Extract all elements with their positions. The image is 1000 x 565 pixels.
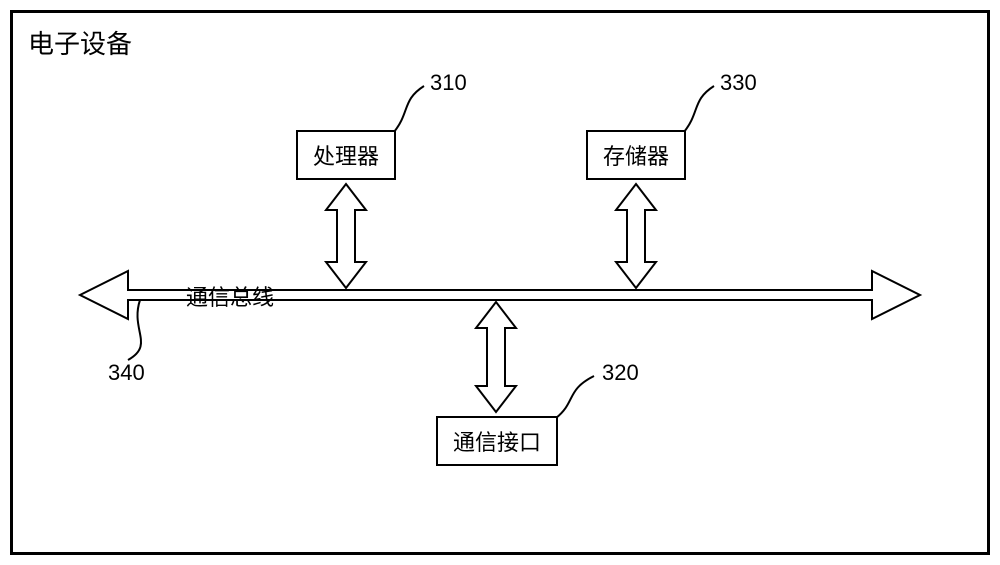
memory-box: 存储器 [586,130,686,180]
processor-bus-arrow [326,184,366,288]
processor-ref-leader [394,86,424,132]
commif-bus-arrow [476,302,516,412]
memory-bus-arrow [616,184,656,288]
svg-layer [0,0,1000,565]
bus-ref-leader [128,300,141,360]
memory-ref-leader [684,86,714,132]
commif-label: 通信接口 [453,425,541,457]
commif-ref: 320 [602,360,639,386]
bus-ref: 340 [108,360,145,386]
bus-label: 通信总线 [186,280,274,312]
processor-label: 处理器 [313,139,379,171]
commif-box: 通信接口 [436,416,558,466]
processor-ref: 310 [430,70,467,96]
commif-ref-leader [556,376,594,418]
memory-ref: 330 [720,70,757,96]
memory-label: 存储器 [603,139,669,171]
processor-box: 处理器 [296,130,396,180]
